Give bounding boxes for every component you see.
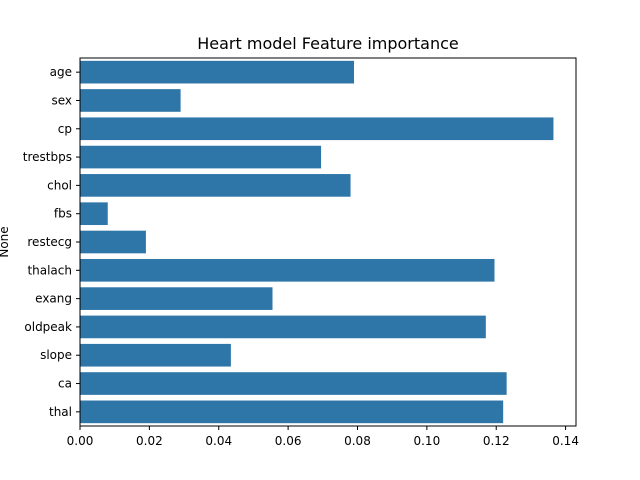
x-tick-label: 0.14 bbox=[552, 434, 579, 448]
bar-fbs bbox=[80, 202, 108, 226]
bar-restecg bbox=[80, 230, 146, 254]
chart-title: Heart model Feature importance bbox=[197, 34, 458, 53]
bar-thal bbox=[80, 400, 504, 424]
y-tick-label-exang: exang bbox=[35, 292, 72, 306]
x-tick-label: 0.10 bbox=[413, 434, 440, 448]
y-tick-label-fbs: fbs bbox=[54, 207, 72, 221]
x-tick-label: 0.04 bbox=[205, 434, 232, 448]
x-tick-label: 0.08 bbox=[344, 434, 371, 448]
y-tick-label-slope: slope bbox=[40, 348, 72, 362]
x-ticks-layer: 0.00 0.02 0.04 0.06 0.08 0.10 0.12 0.14 bbox=[67, 426, 579, 448]
x-tick-label: 0.00 bbox=[67, 434, 94, 448]
y-axis-label: None bbox=[0, 226, 11, 257]
y-tick-label-cp: cp bbox=[58, 122, 72, 136]
y-tick-label-sex: sex bbox=[51, 93, 72, 107]
y-tick-label-age: age bbox=[50, 65, 72, 79]
x-tick-label: 0.12 bbox=[483, 434, 510, 448]
x-tick-label: 0.02 bbox=[136, 434, 163, 448]
y-tick-label-thalach: thalach bbox=[27, 263, 72, 277]
bar-sex bbox=[80, 89, 181, 112]
x-tick-label: 0.06 bbox=[275, 434, 302, 448]
bar-age bbox=[80, 60, 355, 84]
y-tick-label-restecg: restecg bbox=[27, 235, 72, 249]
bar-exang bbox=[80, 287, 273, 310]
bar-ca bbox=[80, 372, 507, 395]
y-ticks-layer: age sex cp trestbps chol fbs restecg thalach exa… bbox=[23, 65, 80, 419]
y-tick-label-oldpeak: oldpeak bbox=[24, 320, 72, 334]
bar-slope bbox=[80, 343, 231, 367]
bar-oldpeak bbox=[80, 315, 486, 339]
y-tick-label-trestbps: trestbps bbox=[23, 150, 72, 164]
y-tick-label-chol: chol bbox=[47, 178, 72, 192]
y-tick-label-thal: thal bbox=[49, 405, 72, 419]
y-tick-label-ca: ca bbox=[58, 377, 72, 391]
bar-thalach bbox=[80, 258, 495, 282]
bar-chol bbox=[80, 174, 351, 197]
plot-frame bbox=[79, 57, 577, 427]
bar-trestbps bbox=[80, 145, 322, 169]
bar-cp bbox=[80, 117, 554, 141]
bars-layer bbox=[80, 60, 554, 424]
